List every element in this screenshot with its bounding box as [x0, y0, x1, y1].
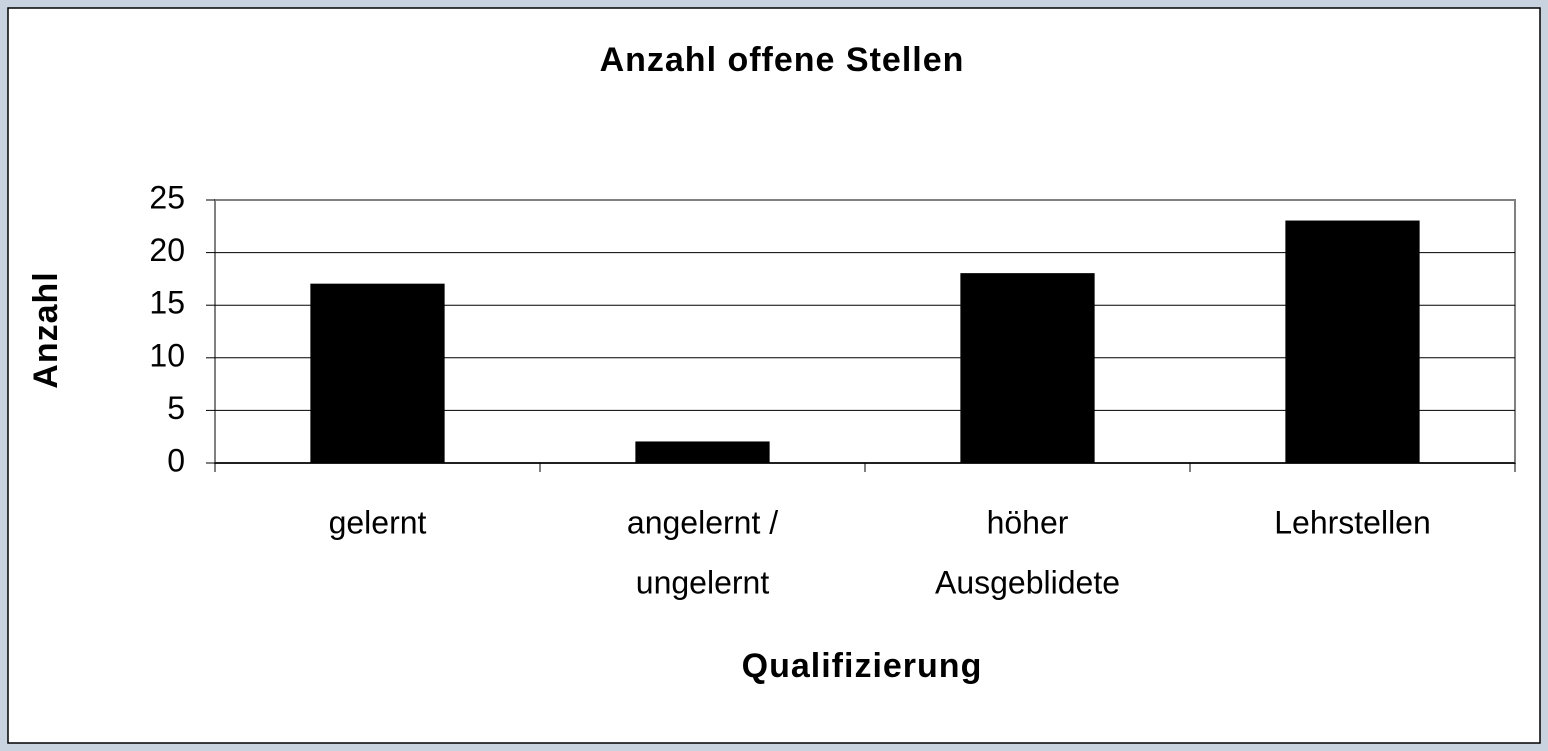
- x-axis-title: Qualifizierung: [742, 647, 983, 685]
- chart-area: [7, 7, 1541, 744]
- x-tick-label: angelernt /: [627, 504, 778, 540]
- x-tick-label: Lehrstellen: [1274, 504, 1431, 540]
- y-tick-label: 0: [167, 442, 185, 478]
- y-tick-label: 5: [167, 390, 185, 426]
- y-tick-label: 15: [149, 285, 185, 321]
- x-tick-label: Ausgeblidete: [935, 564, 1120, 600]
- bar: [960, 273, 1095, 464]
- y-tick-label: 20: [149, 232, 185, 268]
- y-axis-title: Anzahl: [27, 271, 65, 388]
- x-tick-label: ungelernt: [636, 564, 770, 600]
- y-tick-label: 25: [149, 179, 185, 215]
- x-tick-label: höher: [987, 504, 1069, 540]
- y-tick-label: 10: [149, 337, 185, 373]
- chart-title: Anzahl offene Stellen: [600, 41, 965, 79]
- bar: [1285, 220, 1420, 464]
- bar: [310, 283, 445, 464]
- x-tick-label: gelernt: [329, 504, 427, 540]
- bar: [635, 441, 770, 464]
